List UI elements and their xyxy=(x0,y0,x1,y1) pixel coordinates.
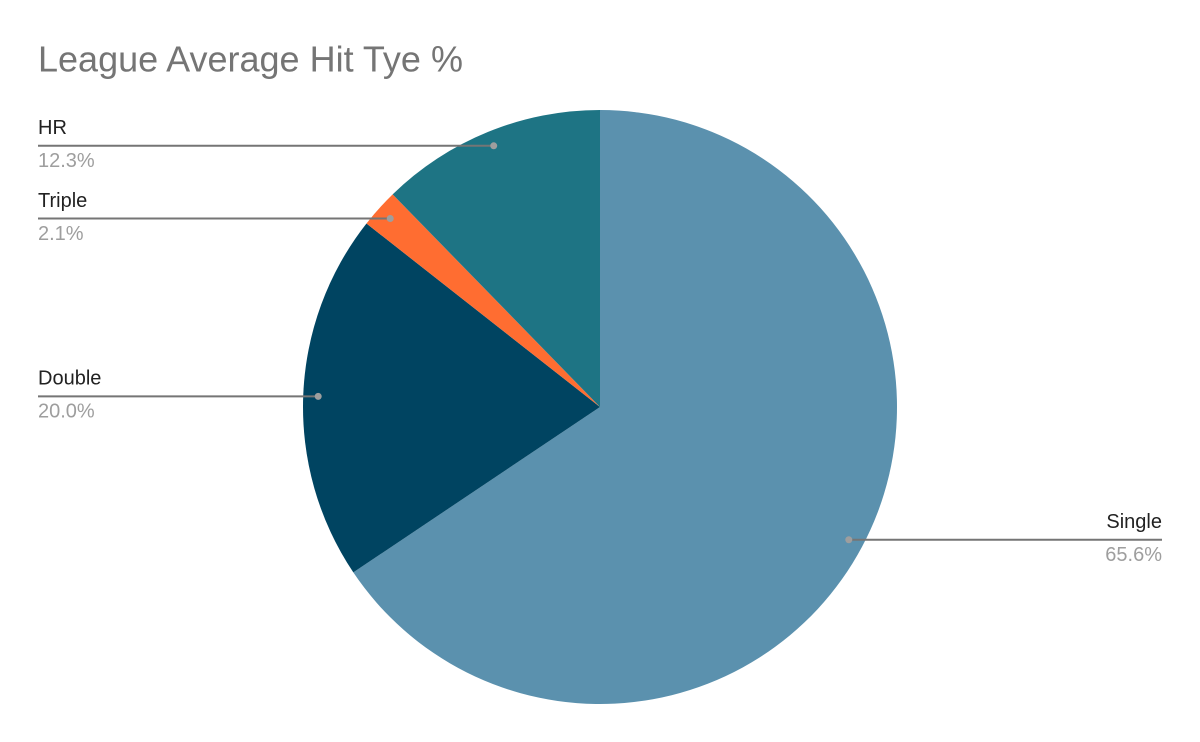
chart-title: League Average Hit Tye % xyxy=(38,39,463,80)
pie-slice xyxy=(366,194,600,407)
pie-slice xyxy=(392,110,600,407)
pie-slice xyxy=(353,110,898,704)
leader-dot xyxy=(314,392,322,400)
slice-value-label: 20.0% xyxy=(38,401,95,423)
pie-slice xyxy=(303,223,600,573)
slice-value-label: 12.3% xyxy=(38,150,95,172)
slice-label: Triple xyxy=(38,190,87,212)
slice-value-label: 65.6% xyxy=(1105,544,1162,566)
leader-dot xyxy=(845,536,853,544)
leader-dot xyxy=(490,142,498,150)
slice-label: Single xyxy=(1106,511,1162,533)
leader-dot xyxy=(386,215,394,223)
slice-label: HR xyxy=(38,117,67,139)
slice-label: Double xyxy=(38,368,101,390)
slice-value-label: 2.1% xyxy=(38,223,84,245)
